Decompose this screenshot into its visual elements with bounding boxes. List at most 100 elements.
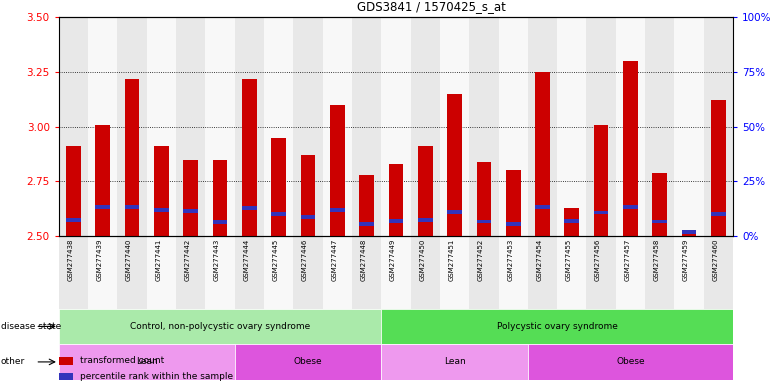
Bar bbox=[96, 205, 110, 209]
Bar bbox=[125, 79, 140, 236]
Bar bbox=[674, 17, 704, 309]
Text: GSM277460: GSM277460 bbox=[713, 238, 718, 281]
Bar bbox=[154, 146, 169, 236]
Bar bbox=[447, 210, 462, 214]
Bar bbox=[330, 209, 345, 212]
Bar bbox=[330, 105, 345, 236]
Text: other: other bbox=[1, 358, 25, 366]
Bar bbox=[711, 212, 726, 216]
Text: GSM277443: GSM277443 bbox=[214, 238, 220, 281]
Bar bbox=[88, 17, 118, 309]
Bar bbox=[447, 94, 462, 236]
Text: GSM277445: GSM277445 bbox=[273, 238, 278, 281]
Text: GSM277447: GSM277447 bbox=[332, 238, 337, 281]
Bar bbox=[323, 17, 352, 309]
Bar bbox=[359, 222, 374, 226]
Bar bbox=[586, 17, 615, 309]
Bar bbox=[528, 344, 733, 380]
Bar bbox=[183, 160, 198, 236]
Text: GSM277446: GSM277446 bbox=[302, 238, 308, 281]
Bar bbox=[271, 212, 286, 216]
Text: GSM277453: GSM277453 bbox=[507, 238, 514, 281]
Bar bbox=[264, 17, 293, 309]
Bar bbox=[154, 208, 169, 212]
Bar bbox=[59, 17, 88, 309]
Text: GSM277442: GSM277442 bbox=[185, 238, 191, 281]
Text: GSM277441: GSM277441 bbox=[155, 238, 162, 281]
Text: GSM277449: GSM277449 bbox=[390, 238, 396, 281]
Text: GSM277444: GSM277444 bbox=[243, 238, 249, 281]
Bar bbox=[176, 17, 205, 309]
Text: transformed count: transformed count bbox=[80, 356, 165, 366]
Bar bbox=[469, 17, 499, 309]
Bar bbox=[118, 17, 147, 309]
Text: Lean: Lean bbox=[444, 358, 466, 366]
Bar bbox=[147, 17, 176, 309]
Bar bbox=[234, 17, 264, 309]
Bar bbox=[359, 175, 374, 236]
Bar bbox=[411, 17, 440, 309]
Bar bbox=[593, 210, 608, 215]
Bar bbox=[59, 309, 381, 344]
Text: GSM277454: GSM277454 bbox=[536, 238, 543, 281]
Bar bbox=[711, 101, 726, 236]
Text: Polycystic ovary syndrome: Polycystic ovary syndrome bbox=[497, 322, 618, 331]
Bar bbox=[242, 206, 256, 210]
Text: Obese: Obese bbox=[616, 358, 644, 366]
Bar bbox=[183, 209, 198, 212]
Bar bbox=[212, 160, 227, 236]
Bar bbox=[242, 79, 256, 236]
Bar bbox=[381, 17, 411, 309]
Text: percentile rank within the sample: percentile rank within the sample bbox=[80, 372, 234, 381]
Bar bbox=[615, 17, 645, 309]
Bar bbox=[271, 138, 286, 236]
Text: GSM277451: GSM277451 bbox=[448, 238, 455, 281]
Text: GSM277455: GSM277455 bbox=[566, 238, 572, 281]
Text: disease state: disease state bbox=[1, 322, 61, 331]
Bar bbox=[96, 124, 110, 236]
Text: Obese: Obese bbox=[294, 358, 322, 366]
Text: GSM277457: GSM277457 bbox=[624, 238, 630, 281]
Bar bbox=[652, 173, 667, 236]
Bar bbox=[389, 219, 403, 223]
Text: GSM277459: GSM277459 bbox=[683, 238, 689, 281]
Bar bbox=[59, 344, 234, 380]
Bar bbox=[623, 61, 637, 236]
Bar bbox=[477, 162, 492, 236]
Bar bbox=[704, 17, 733, 309]
Bar bbox=[66, 146, 81, 236]
Bar bbox=[645, 17, 674, 309]
Bar bbox=[389, 164, 403, 236]
Bar bbox=[564, 219, 579, 223]
Text: Control, non-polycystic ovary syndrome: Control, non-polycystic ovary syndrome bbox=[130, 322, 310, 331]
Bar bbox=[682, 232, 696, 236]
Text: GDS3841 / 1570425_s_at: GDS3841 / 1570425_s_at bbox=[357, 0, 506, 13]
Bar bbox=[440, 17, 469, 309]
Bar bbox=[477, 220, 492, 223]
Bar bbox=[535, 205, 550, 209]
Bar bbox=[506, 222, 521, 226]
Bar bbox=[623, 205, 637, 209]
Bar bbox=[352, 17, 381, 309]
Bar bbox=[506, 170, 521, 236]
Bar bbox=[528, 17, 557, 309]
Bar bbox=[557, 17, 586, 309]
Text: GSM277458: GSM277458 bbox=[654, 238, 660, 281]
Bar bbox=[300, 215, 315, 219]
Bar bbox=[125, 205, 140, 209]
Bar bbox=[593, 124, 608, 236]
Bar bbox=[682, 230, 696, 234]
Bar bbox=[205, 17, 234, 309]
Text: GSM277438: GSM277438 bbox=[67, 238, 74, 281]
Bar bbox=[212, 220, 227, 224]
Bar bbox=[293, 17, 323, 309]
Bar bbox=[59, 372, 72, 380]
Bar bbox=[418, 218, 433, 222]
Text: GSM277439: GSM277439 bbox=[96, 238, 103, 281]
Bar bbox=[564, 208, 579, 236]
Bar bbox=[535, 72, 550, 236]
Bar bbox=[59, 357, 72, 365]
Bar bbox=[418, 146, 433, 236]
Bar bbox=[234, 344, 381, 380]
Bar bbox=[381, 309, 733, 344]
